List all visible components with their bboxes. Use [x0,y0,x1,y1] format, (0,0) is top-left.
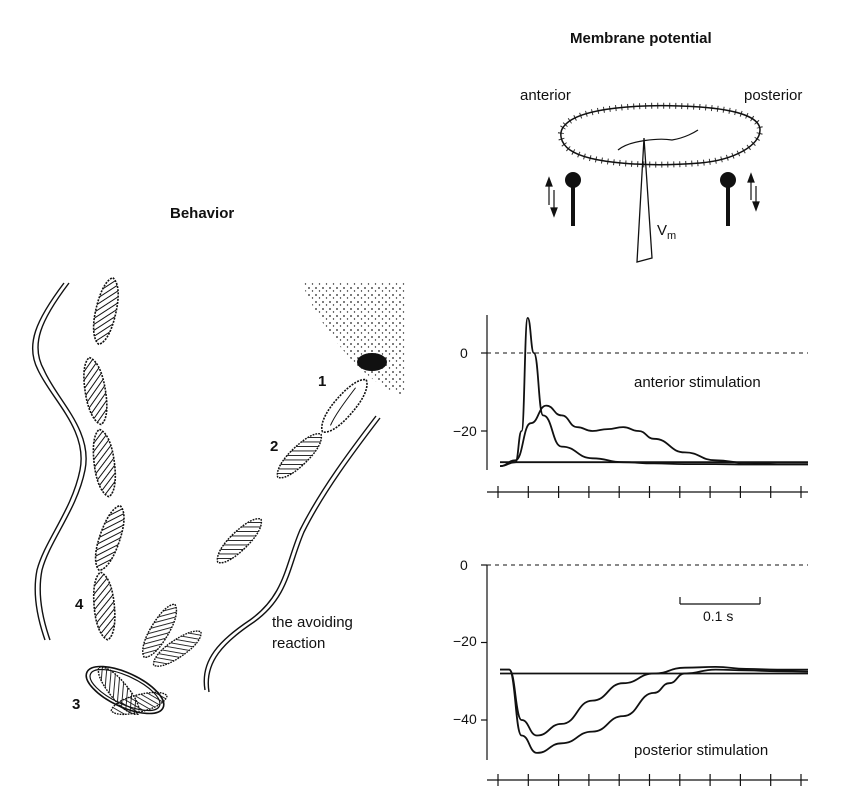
anterior-label: anterior [520,87,571,104]
cell-body [560,104,761,166]
paramecium-5 [89,570,119,642]
avoiding-caption-line2: reaction [272,635,326,652]
bottom-ytick-minus40: −40 [453,711,477,727]
behavior-label-2: 2 [270,438,279,455]
swim-path-left [31,282,82,641]
paramecium-10 [210,511,269,570]
top-ytick-0: 0 [460,345,468,361]
top-chart-annotation: anterior stimulation [634,374,761,391]
paramecium-1 [88,274,124,348]
paramecium-2 [78,354,112,428]
bottom-chart-plot [481,564,809,786]
bottom-trace-1 [500,665,808,737]
bottom-ytick-0: 0 [460,557,468,573]
paramecium-collision [321,378,368,433]
bottom-ytick-minus20: −20 [453,633,477,649]
paramecium-3 [88,427,120,499]
top-chart-plot [481,316,808,498]
paramecium-11 [270,426,329,485]
time-scale-bar-label: 0.1 s [703,608,734,624]
top-chart-axes [486,315,808,493]
cell-diagram [545,102,764,263]
electrode [636,137,653,263]
behavior-label-1: 1 [318,373,327,390]
behavior-illustration [31,274,405,721]
top-ytick-minus20: −20 [453,423,477,439]
bottom-chart-axes [486,564,808,781]
stimulator-anterior [565,172,581,188]
oral-groove [617,129,699,151]
stimulator-posterior [720,172,736,188]
paramecium-4 [88,501,131,575]
behavior-label-4: 4 [75,596,84,613]
avoiding-caption-line1: the avoiding [272,614,353,631]
posterior-label: posterior [744,87,803,104]
vm-label: Vm [657,222,677,242]
membrane-title: Membrane potential [570,30,712,47]
behavior-label-3: 3 [72,696,81,713]
motion-arrows [545,172,760,218]
top-trace-2 [499,404,808,467]
top-trace-1 [499,316,808,467]
bottom-chart-annotation: posterior stimulation [634,742,769,759]
behavior-title: Behavior [170,205,235,222]
bottom-trace-2 [500,668,809,754]
